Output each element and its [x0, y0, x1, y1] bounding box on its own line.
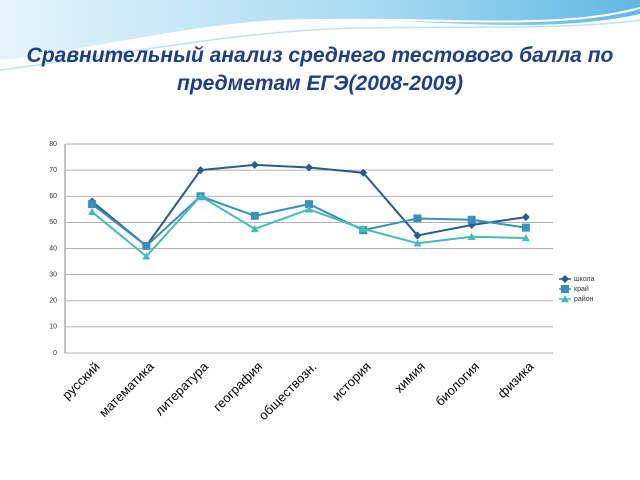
y-tick-label: 80	[49, 141, 57, 148]
point	[142, 252, 151, 260]
x-tick-label: биология	[432, 359, 482, 409]
point	[142, 241, 151, 250]
point	[359, 168, 368, 177]
point	[88, 200, 97, 209]
point	[88, 207, 97, 216]
y-tick-label: 0	[53, 350, 57, 357]
y-tick-label: 70	[49, 167, 57, 174]
x-tick-label: русский	[59, 359, 103, 403]
point	[250, 211, 259, 220]
point	[521, 223, 530, 232]
point	[359, 224, 368, 233]
point	[250, 224, 259, 233]
decor-wave	[0, 0, 640, 60]
point	[413, 231, 422, 240]
point	[521, 234, 530, 242]
decor-wave	[0, 19, 640, 71]
point	[413, 239, 422, 247]
decor-wave	[0, 7, 640, 63]
legend-label: район	[574, 295, 594, 303]
point	[305, 205, 313, 213]
legend-label: край	[574, 285, 589, 293]
point	[467, 232, 476, 240]
y-tick-label: 20	[49, 298, 57, 305]
point	[305, 200, 313, 209]
point	[305, 163, 313, 172]
point	[521, 213, 530, 222]
point	[196, 192, 205, 200]
point	[196, 166, 205, 175]
x-tick-label: география	[210, 359, 265, 414]
point	[413, 214, 422, 223]
x-tick-label: физика	[494, 358, 537, 401]
x-tick-label: обществозн.	[256, 359, 320, 423]
x-tick-label: история	[329, 359, 374, 404]
x-tick-label: математика	[96, 358, 158, 420]
y-tick-label: 50	[49, 219, 57, 226]
title: Сравнительный анализ среднего тестового …	[26, 44, 614, 95]
point	[250, 160, 259, 169]
legend-marker	[561, 295, 569, 303]
y-tick-label: 10	[49, 324, 57, 331]
point	[467, 215, 476, 224]
legend-label: школа	[574, 276, 595, 283]
y-tick-label: 40	[49, 245, 57, 252]
x-tick-label: химия	[391, 359, 428, 396]
y-tick-label: 60	[49, 193, 57, 200]
legend-marker	[561, 285, 569, 293]
x-tick-label: литература	[152, 358, 212, 418]
legend-marker	[561, 275, 569, 283]
y-tick-label: 30	[49, 271, 57, 278]
